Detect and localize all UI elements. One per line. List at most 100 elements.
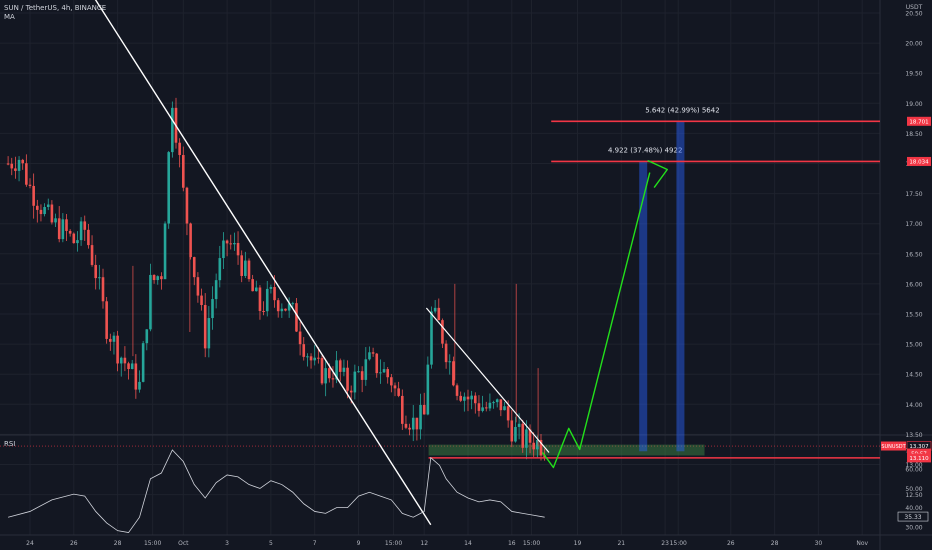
- rsi-label: RSI: [4, 440, 16, 448]
- price-tick-label: 20.00: [905, 41, 922, 48]
- candle-body: [430, 311, 433, 365]
- candle-body: [182, 155, 185, 188]
- candle-body: [119, 357, 123, 364]
- rsi-tick-label: 60.00: [905, 467, 922, 474]
- drawings: 4.922 (37.48%) 4922 5.642 (42.99%) 5642: [94, 0, 880, 526]
- time-tick-label: 5: [269, 540, 273, 547]
- candle-body: [306, 356, 309, 358]
- candle-body: [32, 185, 35, 206]
- candle-body: [222, 240, 225, 259]
- candle-body: [116, 335, 119, 364]
- candle-body: [309, 356, 313, 361]
- candle-body: [138, 381, 141, 390]
- candle-body: [189, 223, 192, 258]
- candle-body: [444, 343, 448, 363]
- candle-body: [371, 352, 375, 354]
- candle-body: [258, 287, 262, 311]
- candle-body: [192, 257, 196, 278]
- candle-body: [25, 163, 28, 185]
- symbol-tag-text: SUNUSDT: [881, 444, 906, 450]
- candle-body: [298, 331, 302, 345]
- candle-body: [233, 242, 236, 245]
- candle-body: [426, 364, 430, 415]
- candle-body: [255, 287, 258, 292]
- candle-body: [463, 396, 466, 401]
- candle-body: [492, 402, 495, 404]
- price-tick-label: 19.50: [905, 71, 922, 78]
- candle-body: [203, 305, 207, 349]
- candle-body: [357, 371, 360, 373]
- projection-path: [541, 172, 651, 469]
- candle-body: [269, 286, 273, 289]
- candle-body: [338, 360, 342, 372]
- candle-body: [46, 204, 50, 208]
- candle-body: [382, 369, 386, 373]
- time-tick-label: 14: [464, 540, 472, 547]
- candle-body: [6, 163, 10, 165]
- time-tick-label: 3: [225, 540, 229, 547]
- time-tick-label: 23: [661, 540, 669, 547]
- candle-body: [528, 429, 532, 443]
- candle-body: [17, 159, 21, 171]
- candle-body: [196, 277, 200, 296]
- candle-body: [178, 142, 181, 156]
- candle-body: [265, 288, 269, 312]
- candle-body: [335, 360, 338, 380]
- candle-body: [379, 372, 382, 374]
- candle-body: [368, 352, 371, 360]
- candle-body: [225, 240, 229, 244]
- time-tick-label: 30: [815, 540, 823, 547]
- candle-body: [229, 243, 233, 245]
- time-tick-label: Oct: [178, 540, 189, 547]
- candle-body: [506, 406, 510, 421]
- candle-body: [328, 368, 331, 379]
- candle-body: [393, 385, 397, 389]
- candle-body: [408, 427, 411, 430]
- price-tick-label: 17.50: [905, 191, 922, 198]
- candle-body: [386, 369, 389, 378]
- candle-body: [320, 358, 324, 384]
- candle-body: [331, 378, 335, 380]
- candle-body: [14, 168, 17, 171]
- candle-body: [127, 363, 130, 370]
- price-tick-label: 15.50: [905, 312, 922, 319]
- candle-body: [415, 417, 419, 430]
- candle-body: [477, 403, 481, 411]
- candle-body: [481, 407, 484, 411]
- candle-body: [441, 320, 444, 344]
- candle-body: [43, 207, 46, 215]
- candle-body: [484, 407, 488, 409]
- candle-body: [207, 318, 211, 349]
- time-tick-label: 15:00: [670, 540, 687, 547]
- candle-body: [349, 390, 353, 393]
- candle-body: [360, 371, 364, 380]
- price-tick-label: 14.00: [905, 402, 922, 409]
- candle-body: [61, 219, 65, 240]
- candle-body: [65, 219, 68, 231]
- candle-body: [433, 307, 437, 312]
- candle-body: [470, 395, 473, 400]
- candle-body: [401, 395, 404, 424]
- price-tag-text: 13.110: [909, 456, 929, 462]
- candle-body: [284, 308, 287, 311]
- rsi-line: [7, 449, 545, 533]
- projection-arrowhead: [647, 159, 668, 188]
- time-tick-label: 28: [771, 540, 779, 547]
- candle-body: [459, 395, 462, 401]
- candle-body: [536, 439, 539, 450]
- candle-body: [539, 439, 543, 456]
- candle-body: [10, 163, 14, 169]
- price-tick-label: 13.50: [905, 432, 922, 439]
- candle-body: [167, 152, 170, 224]
- candle-body: [514, 426, 517, 442]
- candle-body: [375, 353, 379, 374]
- time-tick-label: 12: [420, 540, 428, 547]
- time-tick-label: 24: [26, 540, 34, 547]
- candle-body: [499, 399, 503, 411]
- channel-upper-line: [425, 307, 550, 453]
- candle-body: [123, 357, 127, 364]
- indicator-label: MA: [4, 13, 15, 21]
- candle-body: [251, 279, 254, 292]
- candle-body: [390, 377, 393, 386]
- candle-body: [141, 343, 145, 382]
